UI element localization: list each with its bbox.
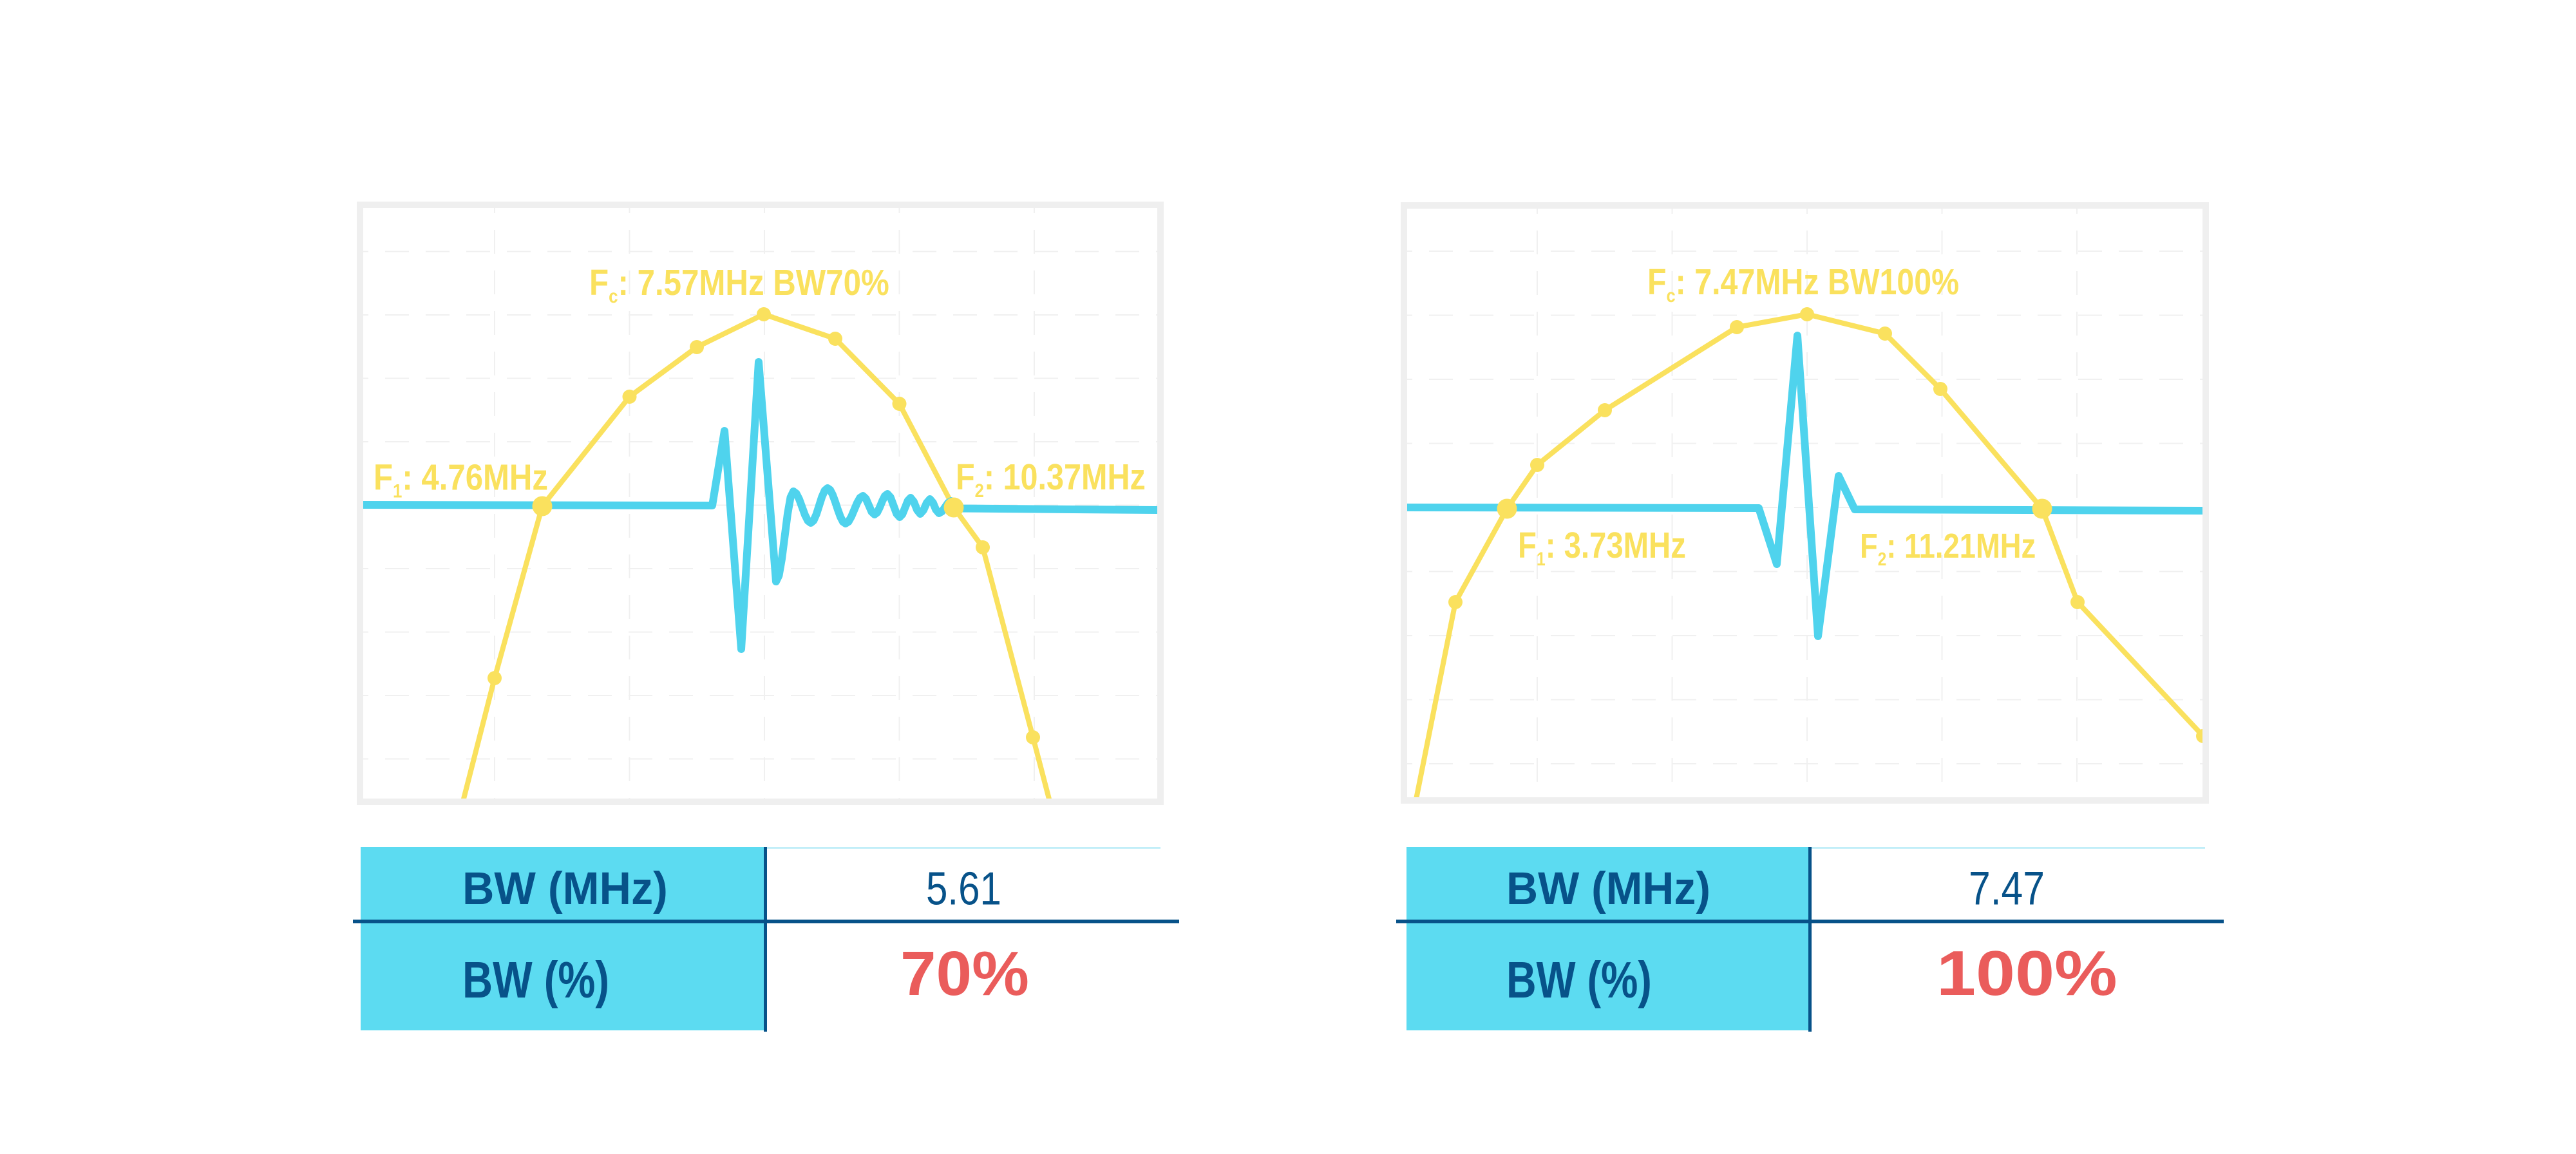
svg-text:70%: 70% — [900, 938, 1029, 1008]
svg-text:7.47: 7.47 — [1969, 862, 2045, 915]
svg-text:BW (%): BW (%) — [462, 952, 609, 1009]
svg-text:5.61: 5.61 — [926, 863, 1001, 914]
svg-text:BW (MHz): BW (MHz) — [1506, 863, 1710, 914]
svg-text:F1: 4.76MHz: F1: 4.76MHz — [374, 457, 548, 502]
svg-text:BW (%): BW (%) — [1506, 951, 1652, 1008]
svg-text:BW (MHz): BW (MHz) — [462, 863, 668, 914]
svg-text:Fc: 7.57MHz BW70%: Fc: 7.57MHz BW70% — [589, 263, 889, 307]
svg-text:F2: 10.37MHz: F2: 10.37MHz — [956, 457, 1146, 501]
svg-text:100%: 100% — [1937, 938, 2117, 1008]
svg-text:F1: 3.73MHz: F1: 3.73MHz — [1518, 525, 1686, 570]
svg-text:Fc: 7.47MHz BW100%: Fc: 7.47MHz BW100% — [1647, 261, 1959, 306]
svg-text:F2: 11.21MHz: F2: 11.21MHz — [1860, 526, 2036, 569]
